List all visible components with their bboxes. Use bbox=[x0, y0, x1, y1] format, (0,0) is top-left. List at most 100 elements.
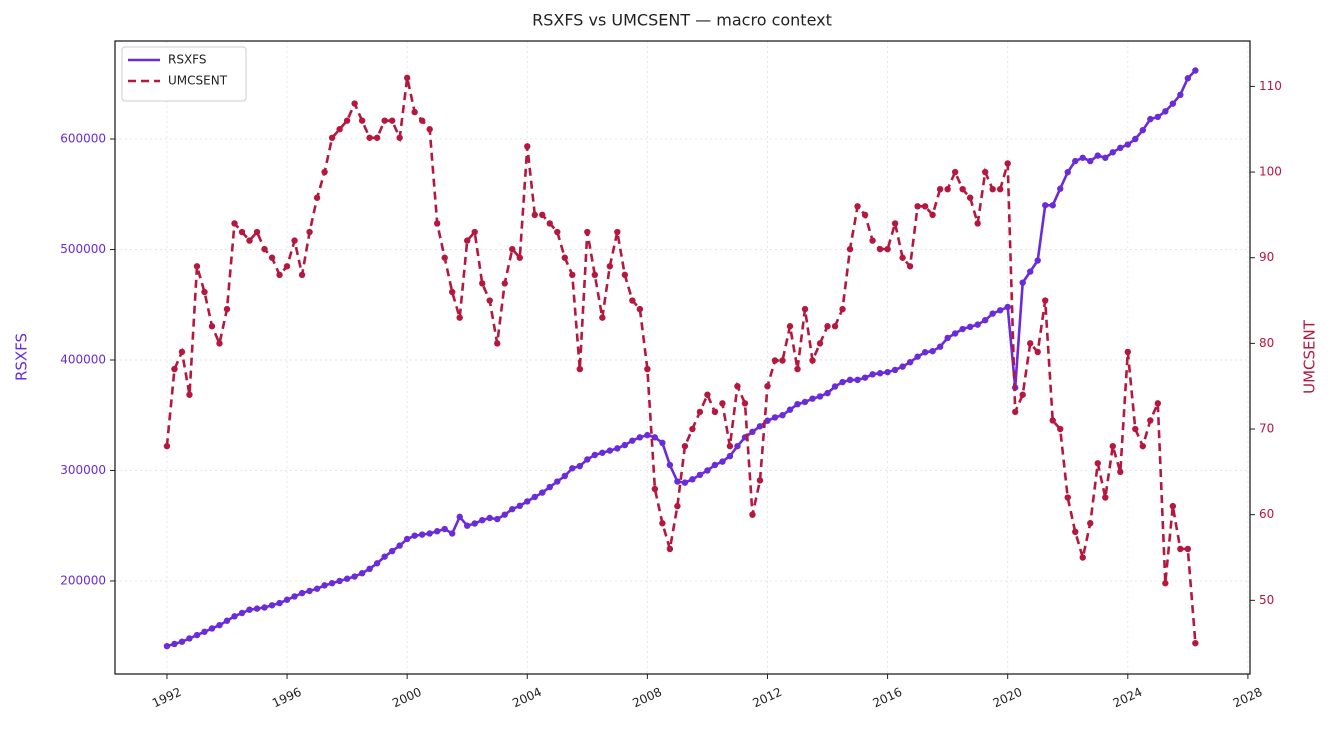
data-point bbox=[621, 271, 629, 279]
data-point bbox=[1049, 202, 1056, 209]
data-point bbox=[606, 263, 614, 270]
data-point bbox=[253, 228, 261, 236]
data-point bbox=[876, 245, 884, 253]
data-point bbox=[636, 305, 644, 313]
data-point bbox=[621, 441, 629, 449]
data-point bbox=[298, 589, 306, 597]
data-point bbox=[831, 383, 839, 390]
data-point bbox=[846, 245, 854, 253]
y2-axis-label: UMCSENT bbox=[1301, 319, 1319, 394]
data-point bbox=[1064, 494, 1071, 501]
data-point bbox=[749, 428, 756, 436]
data-point bbox=[381, 553, 388, 560]
data-point bbox=[494, 340, 501, 347]
data-point bbox=[681, 442, 689, 450]
data-point bbox=[1154, 400, 1162, 407]
data-point bbox=[801, 305, 809, 313]
y-tick-label: 600000 bbox=[60, 132, 106, 146]
data-point bbox=[1184, 545, 1192, 553]
data-point bbox=[276, 599, 283, 607]
data-point bbox=[163, 442, 171, 450]
data-point bbox=[591, 451, 599, 459]
data-point bbox=[178, 348, 186, 356]
data-point bbox=[201, 288, 208, 296]
data-point bbox=[936, 343, 944, 350]
x-tick-label: 1996 bbox=[270, 685, 304, 711]
data-point bbox=[343, 117, 351, 124]
y2-tick-label: 100 bbox=[1259, 165, 1282, 179]
data-point bbox=[261, 245, 268, 253]
data-point bbox=[869, 371, 876, 378]
data-point bbox=[584, 228, 591, 236]
data-point bbox=[1057, 185, 1064, 192]
data-point bbox=[959, 325, 966, 333]
data-point bbox=[456, 513, 463, 521]
data-point bbox=[321, 168, 328, 176]
data-point bbox=[1057, 425, 1064, 433]
data-point bbox=[756, 477, 764, 484]
data-point bbox=[801, 398, 809, 406]
data-point bbox=[1072, 528, 1079, 536]
data-point bbox=[1169, 100, 1177, 107]
data-point bbox=[1079, 154, 1086, 161]
data-point bbox=[636, 434, 644, 441]
data-point bbox=[171, 365, 178, 373]
data-point bbox=[546, 483, 553, 491]
y2-tick-label: 110 bbox=[1259, 79, 1282, 93]
data-point bbox=[464, 237, 471, 244]
data-point bbox=[1177, 545, 1184, 553]
data-point bbox=[201, 628, 208, 635]
y2-tick-label: 80 bbox=[1259, 336, 1274, 350]
chart-title: RSXFS vs UMCSENT — macro context bbox=[532, 11, 832, 30]
data-point bbox=[666, 545, 674, 553]
data-point bbox=[396, 542, 403, 549]
data-point bbox=[674, 502, 681, 510]
data-point bbox=[1192, 67, 1199, 74]
data-point bbox=[929, 211, 936, 219]
data-point bbox=[1177, 91, 1184, 99]
data-point bbox=[816, 393, 824, 400]
data-point bbox=[253, 605, 261, 612]
y2-tick-label: 60 bbox=[1259, 507, 1274, 521]
data-point bbox=[524, 143, 531, 150]
data-point bbox=[381, 117, 388, 124]
data-point bbox=[479, 516, 486, 524]
data-point bbox=[283, 263, 291, 270]
data-point bbox=[471, 228, 478, 236]
data-point bbox=[824, 323, 831, 330]
y2-tick-label: 90 bbox=[1259, 250, 1274, 264]
data-point bbox=[313, 585, 321, 592]
data-point bbox=[163, 642, 171, 650]
data-point bbox=[366, 565, 373, 573]
data-point bbox=[448, 288, 456, 296]
data-point bbox=[268, 254, 276, 261]
y-axis-label: RSXFS bbox=[13, 333, 31, 381]
data-point bbox=[651, 485, 659, 493]
data-point bbox=[388, 547, 396, 555]
data-point bbox=[884, 368, 891, 376]
data-point bbox=[486, 297, 493, 304]
data-point bbox=[546, 220, 553, 227]
data-point bbox=[719, 400, 726, 407]
data-point bbox=[516, 254, 523, 261]
data-point bbox=[861, 374, 869, 381]
data-point bbox=[816, 340, 824, 347]
data-point bbox=[351, 100, 358, 107]
data-point bbox=[426, 126, 433, 133]
data-point bbox=[779, 357, 786, 364]
data-point bbox=[794, 400, 801, 408]
legend-label: RSXFS bbox=[168, 53, 206, 67]
data-point bbox=[501, 511, 508, 518]
data-point bbox=[358, 117, 366, 124]
data-point bbox=[689, 476, 696, 483]
data-point bbox=[306, 587, 313, 595]
data-point bbox=[539, 211, 546, 219]
data-point bbox=[929, 347, 936, 355]
data-point bbox=[944, 185, 951, 193]
data-point bbox=[1019, 279, 1026, 286]
data-point bbox=[1042, 297, 1049, 304]
y-tick-label: 500000 bbox=[60, 242, 106, 256]
data-point bbox=[238, 609, 246, 617]
data-point bbox=[674, 478, 681, 485]
data-point bbox=[696, 408, 704, 416]
